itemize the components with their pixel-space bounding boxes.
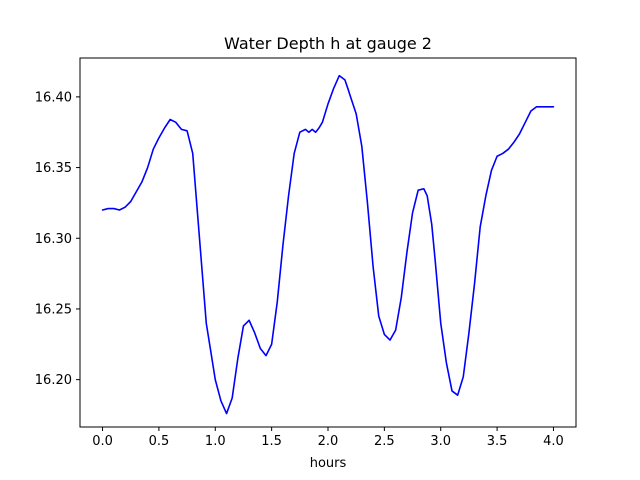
y-tick-label: 16.20 bbox=[35, 373, 72, 388]
x-tick-label: 3.5 bbox=[487, 434, 508, 449]
plot-area bbox=[101, 74, 555, 415]
y-tick-label: 16.30 bbox=[35, 232, 72, 247]
y-axis: 16.20 16.25 16.30 16.35 16.40 bbox=[35, 90, 80, 388]
x-axis-label: hours bbox=[310, 456, 347, 471]
x-tick-label: 1.5 bbox=[261, 434, 282, 449]
x-tick-label: 3.0 bbox=[430, 434, 451, 449]
x-tick-label: 1.0 bbox=[205, 434, 226, 449]
x-axis: 0.0 0.5 1.0 1.5 2.0 2.5 3.0 3.5 4.0 bbox=[92, 427, 564, 449]
y-tick-label: 16.35 bbox=[35, 161, 72, 176]
y-tick-label: 16.25 bbox=[35, 302, 72, 317]
series-line-0 bbox=[101, 74, 555, 415]
x-tick-label: 2.5 bbox=[374, 434, 395, 449]
x-tick-label: 2.0 bbox=[318, 434, 339, 449]
x-tick-label: 0.5 bbox=[149, 434, 170, 449]
x-tick-label: 4.0 bbox=[543, 434, 564, 449]
chart-title: Water Depth h at gauge 2 bbox=[224, 34, 432, 53]
y-tick-label: 16.40 bbox=[35, 90, 72, 105]
x-tick-label: 0.0 bbox=[92, 434, 113, 449]
